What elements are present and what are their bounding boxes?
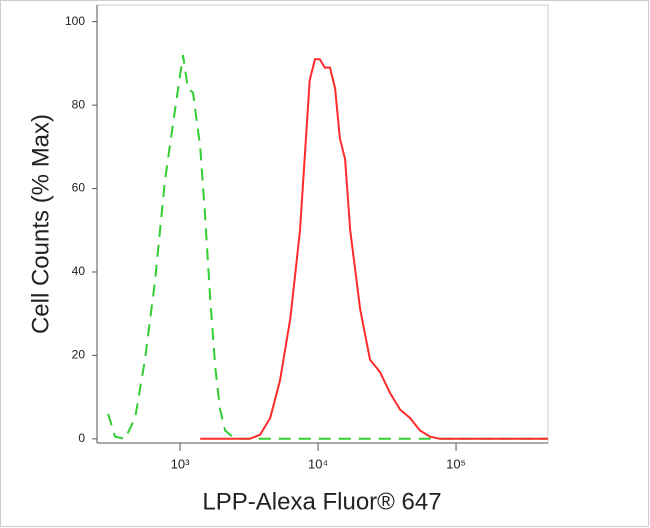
plot-frame	[96, 4, 549, 444]
series-line	[200, 58, 548, 440]
y-tick-label: 60	[72, 181, 86, 195]
y-axis-label: Cell Counts (% Max)	[27, 114, 54, 334]
x-axis-label: LPP-Alexa Fluor® 647	[202, 488, 441, 515]
y-tick-label: 80	[72, 97, 86, 111]
y-tick-label: 40	[72, 264, 86, 278]
y-tick-label: 0	[78, 431, 85, 445]
x-tick-label: 10⁴	[308, 456, 328, 471]
y-tick-label: 100	[65, 14, 85, 28]
series-line	[107, 54, 548, 440]
x-tick-label: 10⁵	[446, 456, 466, 471]
x-tick-label: 10³	[171, 456, 190, 471]
y-tick-label: 20	[72, 348, 86, 362]
